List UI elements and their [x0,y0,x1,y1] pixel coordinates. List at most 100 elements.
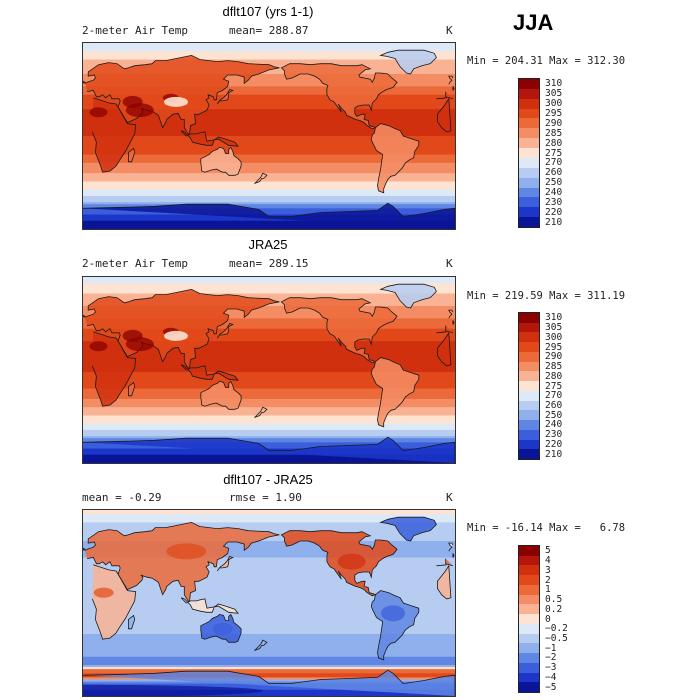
colorbar-label: 250 [545,177,563,189]
field-band [83,396,455,400]
field-band [83,590,455,594]
continent-australia [200,380,242,410]
colorbar-label: 300 [545,98,563,110]
field-band [83,440,455,443]
colorbar-swatch [519,400,539,411]
field-band [83,138,455,141]
colorbar-label: 300 [545,331,563,343]
field-band [83,102,455,106]
field-band [83,125,455,129]
field-band [83,88,455,92]
colorbar-label: 270 [545,390,563,402]
field-band [83,619,455,623]
field-band [83,380,455,383]
field-band [83,543,455,546]
continent-n_america [280,297,398,364]
field-band [83,169,455,172]
panel-3-title: dflt107 - JRA25 [223,472,313,487]
field-band [83,551,455,554]
colorbar-label: 3 [545,564,551,576]
colorbar-swatch [519,604,539,615]
field-band [83,629,455,633]
field-band [83,133,455,137]
field-band [83,343,455,346]
field-band [83,425,455,429]
field-band [83,660,455,664]
colorbar-label: 230 [545,196,563,208]
panel-2-unit: K [446,257,453,270]
field-band [83,569,455,573]
colorbar-swatch [519,322,539,333]
colorbar-swatch [519,410,539,421]
field-band [83,398,455,402]
field-band [83,419,455,423]
colorbar-label: 260 [545,399,563,411]
field-band [83,458,455,462]
field-band [83,580,455,583]
colorbar-swatch [519,555,539,566]
field-band [83,84,455,87]
field-band [83,432,455,435]
colorbar-label: 310 [545,78,563,90]
field-band [83,388,455,392]
continent-s_america [370,123,420,194]
colorbar-label: −5 [545,681,557,693]
field-band [83,94,455,98]
field-band [83,596,455,600]
field-band [83,193,455,197]
field-band [83,208,455,211]
continent-africa [91,97,452,173]
field-band [83,394,455,398]
field-band [83,541,455,544]
field-band [83,76,455,79]
colorbar-swatch [519,342,539,353]
colorbar-label: 295 [545,341,563,353]
field-band [83,652,455,656]
field-band [83,185,455,189]
field-band [83,113,455,116]
field-band [83,171,455,174]
field-band [83,160,455,164]
field-band [83,71,455,75]
colorbar-swatch [519,197,539,208]
panel-1-minmax: Min = 204.31 Max = 312.30 [467,55,626,67]
colorbar-label: 230 [545,429,563,441]
field-band [83,658,455,662]
field-band [83,522,455,526]
colorbar-label: −4 [545,671,557,683]
field-band [83,140,455,143]
colorbar-swatch [519,381,539,392]
colorbar-swatch [519,177,539,189]
continent-greenland [379,283,437,309]
continent-antarctica [83,436,455,463]
colorbar-swatch [519,371,539,382]
colorbar-label: −1 [545,642,557,654]
field-band [83,183,455,187]
colorbar-label: 305 [545,322,563,334]
field-band [83,316,455,319]
continent-antarctica [83,202,455,229]
field-band [83,681,455,685]
field-band [83,181,455,185]
field-band [83,623,455,627]
field-band [83,689,455,693]
field-band [83,434,455,437]
field-band [83,45,455,48]
field-band [83,559,455,563]
colorbar-swatch [519,157,539,169]
field-band [83,283,455,286]
field-band [83,415,455,419]
field-band [83,322,455,326]
field-band [83,673,455,676]
field-band [83,567,455,571]
colorbar-label: 240 [545,186,563,198]
field-band [83,693,455,696]
colorbar-swatch [519,108,539,119]
field-band [83,549,455,552]
panel-1-map [82,42,456,230]
field-band [83,195,455,199]
colorbar-swatch [519,98,539,110]
colorbar-swatch [519,361,539,372]
field-band [83,625,455,629]
field-band [83,74,455,77]
